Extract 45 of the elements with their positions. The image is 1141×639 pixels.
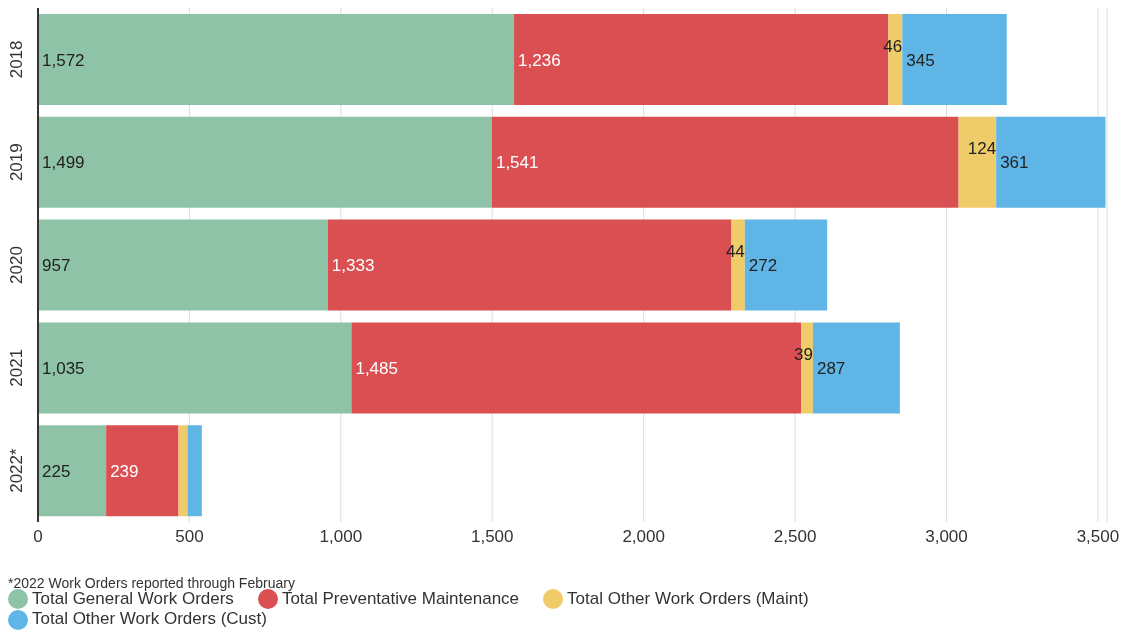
bar — [38, 116, 492, 208]
x-tick-label: 3,500 — [1076, 527, 1120, 547]
bar — [38, 322, 352, 414]
data-label: 239 — [110, 461, 139, 481]
y-tick-label: 2018 — [7, 40, 26, 79]
data-label: 1,236 — [518, 50, 561, 70]
bar — [744, 219, 828, 311]
data-label: 345 — [906, 50, 935, 70]
bar — [187, 425, 202, 517]
data-label: 1,485 — [355, 358, 398, 378]
bar — [38, 219, 328, 311]
data-label: 1,499 — [42, 153, 85, 173]
data-label: 1,333 — [331, 256, 375, 276]
bar — [38, 425, 107, 517]
x-tick-label: 2,000 — [622, 527, 665, 547]
legend-label: Total Other Work Orders (Maint) — [567, 588, 809, 608]
data-label: 1,572 — [42, 50, 85, 70]
bar — [812, 322, 900, 414]
y-tick-label: 2019 — [7, 143, 26, 182]
data-label: 272 — [748, 256, 778, 276]
bar — [902, 14, 1007, 105]
text: *2022 Work Orders reported through February — [8, 575, 295, 591]
x-tick-label: 1,000 — [319, 527, 363, 547]
bar — [106, 425, 179, 517]
x-tick-label: 1,500 — [470, 527, 514, 547]
bar — [38, 14, 515, 105]
data-label: 957 — [42, 256, 71, 276]
data-label: 225 — [42, 461, 71, 481]
legend-label: Total Other Work Orders (Cust) — [32, 609, 267, 629]
y-tick-label: 2020 — [7, 246, 26, 284]
bar — [491, 116, 959, 208]
data-label: 287 — [816, 358, 846, 378]
bar — [996, 116, 1106, 208]
bar — [958, 116, 997, 208]
y-tick-label: 2022* — [7, 447, 26, 493]
x-tick-label: 500 — [175, 527, 204, 547]
x-tick-label: 2,500 — [773, 527, 817, 547]
data-label: 1,541 — [495, 153, 539, 173]
data-label: 124 — [967, 139, 997, 159]
data-label: 1,035 — [42, 358, 85, 378]
y-tick-label: 2021 — [7, 348, 26, 387]
data-label: 361 — [1000, 153, 1029, 173]
x-tick-label: 0 — [33, 527, 43, 547]
bar — [178, 425, 188, 517]
x-tick-label: 3,000 — [925, 527, 968, 547]
